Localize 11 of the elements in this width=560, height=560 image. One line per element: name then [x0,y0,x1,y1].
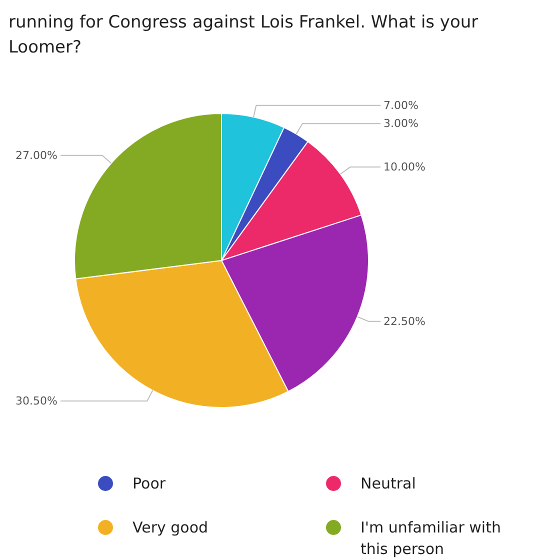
legend-label: Neutral [360,474,416,492]
legend-label: Poor [132,474,166,492]
data-label: 22.50% [384,314,426,328]
data-label: 7.00% [384,98,418,112]
legend-label: I'm unfamiliar with this person [360,518,501,558]
data-label: 30.50% [16,394,58,408]
legend-label: Very good [132,518,208,536]
data-label: 10.00% [384,160,426,174]
data-label: 3.00% [384,117,418,130]
data-label: 27.00% [16,148,58,162]
chart-title: running for Congress against Lois Frankel. What is your Loomer? [8,12,478,58]
